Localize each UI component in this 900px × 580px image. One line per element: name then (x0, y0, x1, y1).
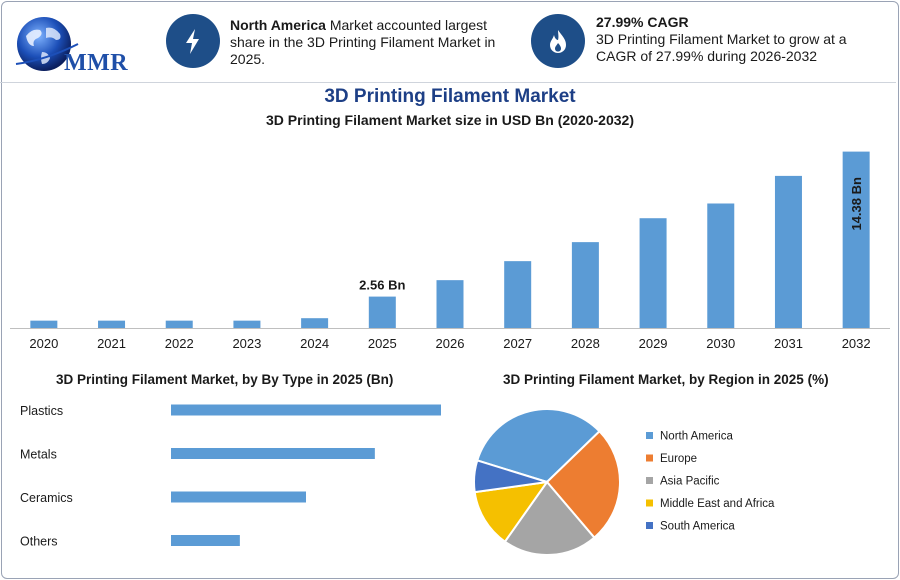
legend-swatch (646, 454, 653, 462)
pie-slice-south-america (473, 459, 548, 494)
flame-icon (531, 14, 585, 68)
type-bar-chart: Plastics Metals Ceramics Others (20, 404, 441, 549)
globe-icon (15, 17, 79, 71)
type-label: Plastics (20, 404, 63, 418)
pie-slice-europe (545, 429, 621, 539)
pie-slice-asia-pacific (503, 480, 596, 556)
x-tick-label: 2023 (232, 336, 261, 351)
bar-2032 (842, 151, 870, 328)
legend-swatch (646, 477, 653, 484)
bar-2028 (571, 242, 599, 328)
info1-text: Market accounted largest share in the 3D… (230, 17, 496, 67)
type-label: Ceramics (20, 491, 73, 505)
pie-slice-north-america (476, 408, 601, 484)
bar-2027 (504, 261, 532, 328)
x-tick-label: 2024 (300, 336, 329, 351)
type-bar-ceramics (171, 491, 306, 503)
bar-2023 (233, 320, 261, 328)
region-chart-title: 3D Printing Filament Market, by Region i… (503, 372, 829, 387)
legend-swatch (646, 522, 653, 529)
bar-2022 (165, 320, 193, 328)
info1-bold: North America (230, 17, 326, 33)
market-size-bar-chart: 2020 2021 2022 2023 2024 2025 2026 2027 2028 2029… (10, 151, 890, 351)
bar-2029 (639, 218, 667, 328)
x-tick-label: 2027 (503, 336, 532, 351)
x-tick-label: 2031 (774, 336, 803, 351)
bar-2024 (301, 318, 329, 328)
type-bar-metals (171, 448, 375, 459)
info2-text: 3D Printing Filament Market to grow at a… (596, 31, 847, 64)
lightning-bolt-icon (166, 14, 220, 68)
main-title: 3D Printing Filament Market (324, 86, 576, 107)
header-divider (0, 82, 896, 83)
x-tick-label: 2021 (97, 336, 126, 351)
bar-chart-title: 3D Printing Filament Market size in USD … (266, 112, 634, 128)
x-tick-label: 2028 (571, 336, 600, 351)
bar-2030 (707, 203, 735, 328)
legend-swatch (646, 432, 653, 439)
logo-text: MMR (64, 50, 129, 76)
x-tick-label: 2032 (842, 336, 871, 351)
type-bar-plastics (171, 404, 441, 416)
x-tick-label: 2029 (639, 336, 668, 351)
pie-slice-middle-east-and-africa (473, 480, 550, 544)
data-label: 2.56 Bn (359, 278, 405, 293)
legend-swatch (646, 499, 653, 507)
legend-label: Middle East and Africa (660, 498, 775, 510)
legend-label: Europe (660, 453, 697, 465)
x-tick-label: 2030 (706, 336, 735, 351)
legend-label: North America (660, 431, 733, 443)
type-label: Others (20, 535, 58, 549)
region-pie-chart: North America Europe Asia Pacific Middle Ea… (473, 408, 775, 556)
info-cagr: 27.99% CAGR 3D Printing Filament Market … (596, 14, 866, 65)
type-bar-others (171, 535, 240, 546)
x-tick-label: 2020 (29, 336, 58, 351)
bar-2031 (774, 175, 802, 328)
x-tick-label: 2022 (165, 336, 194, 351)
legend-label: South America (660, 521, 735, 533)
bar-2025 (368, 296, 396, 328)
bar-2021 (98, 320, 126, 328)
legend-label: Asia Pacific (660, 476, 720, 488)
bar-2020 (30, 320, 58, 328)
x-tick-label: 2025 (368, 336, 397, 351)
mmr-logo: MMR (12, 14, 142, 76)
bar-2026 (436, 280, 464, 328)
type-label: Metals (20, 448, 57, 462)
x-tick-label: 2026 (436, 336, 465, 351)
info-north-america: North America Market accounted largest s… (230, 17, 505, 68)
info2-bold: 27.99% CAGR (596, 14, 689, 30)
data-label: 14.38 Bn (849, 177, 864, 231)
type-chart-title: 3D Printing Filament Market, by By Type … (56, 372, 394, 387)
